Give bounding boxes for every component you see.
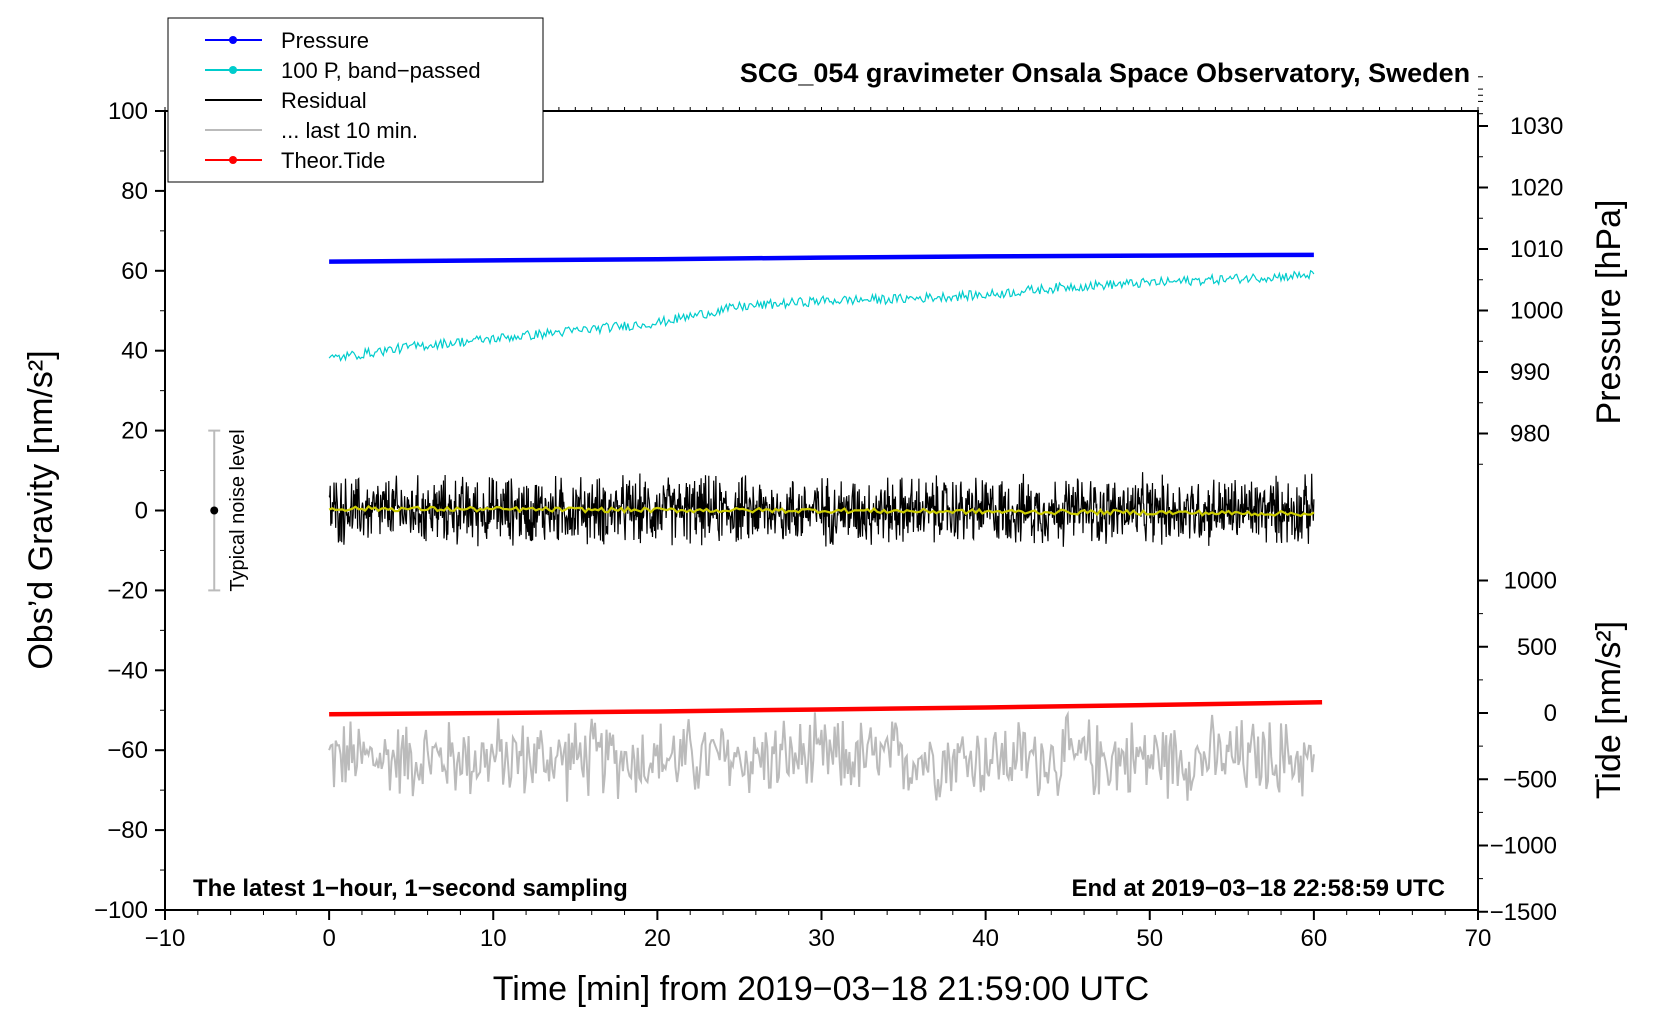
legend-item: Pressure: [205, 28, 369, 53]
y-tick-label: 20: [121, 418, 148, 445]
series-layer: [328, 252, 1323, 802]
y-tick-label: 40: [121, 338, 148, 365]
tide-tick-label: −1000: [1490, 833, 1557, 860]
series-pressure: [329, 252, 1314, 264]
legend-item: Theor.Tide: [205, 148, 385, 173]
pressure-tick-label: 1020: [1510, 175, 1563, 202]
tide-tick-label: 0: [1544, 700, 1557, 727]
y-axis-label-tide: Tide [nm/s²]: [1590, 621, 1628, 799]
legend-item: 100 P, band−passed: [205, 58, 481, 83]
series-last-10-min: [328, 710, 1315, 802]
legend-items: Pressure 100 P, band−passed Residual ... la…: [205, 28, 481, 173]
axis-ticks: −10 0 10 20 30 40 50 60 70−100−80−60−40−20020406…: [94, 76, 1563, 952]
y-tick-label: 100: [108, 98, 148, 125]
pressure-tick-label: 980: [1510, 421, 1550, 448]
tide-tick-label: −1500: [1490, 899, 1557, 926]
legend-swatch-marker: [229, 36, 237, 44]
x-tick-label: −10: [145, 925, 186, 952]
y-tick-label: −40: [107, 657, 148, 684]
series-residual-smoothed: [328, 504, 1315, 518]
x-tick-label: 70: [1465, 925, 1492, 952]
y-tick-label: 80: [121, 178, 148, 205]
x-tick-label: 60: [1301, 925, 1328, 952]
y-axis-label-pressure: Pressure [hPa]: [1590, 200, 1628, 425]
x-tick-label: 10: [480, 925, 507, 952]
pressure-tick-label: 1030: [1510, 113, 1563, 140]
chart-title: SCG_054 gravimeter Onsala Space Observat…: [740, 58, 1470, 88]
legend-label: ... last 10 min.: [281, 118, 418, 143]
y-tick-label: −100: [94, 897, 148, 924]
pressure-tick-label: 990: [1510, 359, 1550, 386]
tide-tick-label: −500: [1503, 766, 1557, 793]
series-band-passed-pressure: [328, 269, 1315, 362]
tide-tick-label: 500: [1517, 634, 1557, 661]
legend-label: Theor.Tide: [281, 148, 385, 173]
y-tick-label: −60: [107, 737, 148, 764]
noise-level-indicator: Typical noise level: [208, 429, 249, 592]
y-tick-label: −80: [107, 817, 148, 844]
legend: Pressure 100 P, band−passed Residual ... la…: [167, 17, 544, 183]
y-axis-label-left: Obs’d Gravity [nm/s²]: [22, 350, 60, 669]
legend-swatch-marker: [229, 156, 237, 164]
series-theor-tide: [329, 700, 1323, 717]
tide-tick-label: 1000: [1504, 568, 1557, 595]
legend-label: Residual: [281, 88, 367, 113]
noise-dot: [210, 506, 219, 515]
x-tick-label: 40: [972, 925, 999, 952]
x-tick-label: 20: [644, 925, 671, 952]
x-tick-label: 30: [808, 925, 835, 952]
x-tick-label: 50: [1136, 925, 1163, 952]
y-tick-label: 0: [135, 498, 148, 525]
x-tick-label: 0: [322, 925, 335, 952]
pressure-tick-label: 1010: [1510, 236, 1563, 263]
legend-label: 100 P, band−passed: [281, 58, 481, 83]
x-axis-label: Time [min] from 2019−03−18 21:59:00 UTC: [493, 970, 1149, 1008]
legend-label: Pressure: [281, 28, 369, 53]
legend-item: ... last 10 min.: [205, 118, 418, 143]
series-residual: [328, 472, 1315, 547]
noise-label: Typical noise level: [227, 429, 249, 591]
legend-item: Residual: [205, 88, 367, 113]
y-tick-label: 60: [121, 258, 148, 285]
y-tick-label: −20: [107, 577, 148, 604]
legend-swatch-marker: [229, 66, 237, 74]
end-time-note: End at 2019−03−18 22:58:59 UTC: [1071, 875, 1445, 902]
sampling-note: The latest 1−hour, 1−second sampling: [193, 875, 628, 902]
pressure-tick-label: 1000: [1510, 298, 1563, 325]
